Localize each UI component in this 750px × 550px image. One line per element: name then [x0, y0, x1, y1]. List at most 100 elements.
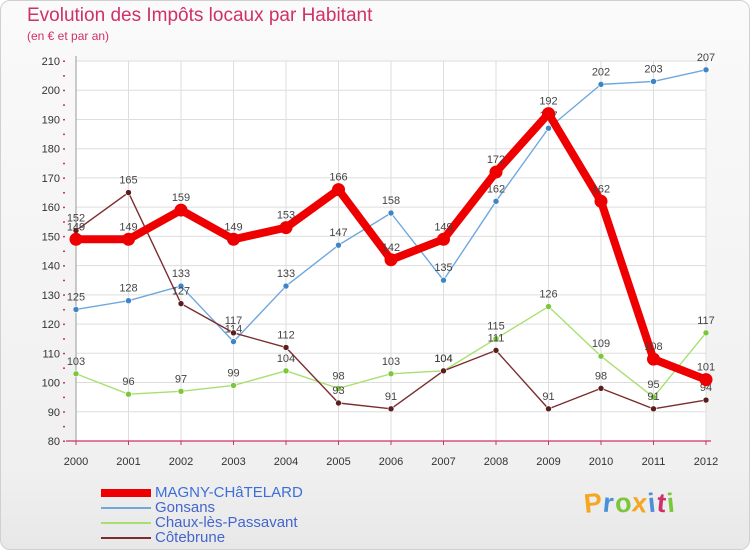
- y-minor-tick: [63, 411, 65, 413]
- data-label: 104: [277, 353, 295, 365]
- data-point: [702, 329, 710, 337]
- legend-entry: MAGNY-CHâTELARD: [101, 484, 303, 501]
- data-point: [702, 66, 710, 74]
- y-tick-label: 170: [42, 173, 60, 185]
- legend-label: Chaux-lès-Passavant: [155, 514, 298, 531]
- legend-swatch: [101, 488, 151, 497]
- data-label: 207: [697, 52, 715, 64]
- data-label: 202: [592, 66, 610, 78]
- data-label: 111: [488, 332, 505, 344]
- data-point: [282, 344, 290, 351]
- data-label: 135: [434, 262, 452, 274]
- data-point: [542, 107, 555, 121]
- data-label: 99: [227, 367, 239, 379]
- data-point: [387, 209, 395, 217]
- y-minor-tick: [63, 192, 65, 194]
- data-label: 158: [382, 195, 400, 207]
- data-point: [545, 124, 552, 132]
- data-label: 98: [332, 370, 344, 382]
- data-label: 149: [119, 221, 137, 233]
- data-point: [125, 189, 132, 196]
- data-point: [335, 241, 342, 249]
- y-minor-tick: [63, 265, 65, 267]
- data-point: [177, 300, 185, 307]
- data-label: 192: [539, 96, 557, 108]
- data-label: 133: [277, 268, 295, 280]
- data-label: 159: [172, 192, 190, 204]
- data-label: 147: [329, 227, 347, 239]
- data-label: 91: [647, 391, 659, 403]
- data-point: [492, 198, 500, 205]
- y-minor-tick: [63, 440, 65, 442]
- data-label: 97: [175, 373, 187, 385]
- logo-letter: i: [664, 487, 677, 519]
- data-label: 149: [224, 221, 242, 233]
- y-minor-tick: [63, 148, 65, 150]
- y-minor-tick: [63, 133, 65, 136]
- data-point: [332, 183, 345, 197]
- data-label: 127: [172, 286, 190, 298]
- data-label: 126: [539, 289, 557, 301]
- data-label: 162: [592, 183, 610, 195]
- data-point: [387, 370, 395, 378]
- data-label: 103: [382, 356, 400, 368]
- y-tick-label: 110: [42, 348, 60, 360]
- y-tick-label: 100: [42, 378, 60, 390]
- legend-label: Côtebrune: [155, 529, 226, 546]
- data-label: 153: [277, 210, 295, 222]
- data-point: [279, 221, 293, 235]
- data-label: 166: [329, 172, 347, 184]
- data-label: 112: [277, 329, 295, 341]
- data-label: 172: [487, 154, 505, 166]
- y-minor-tick: [63, 250, 65, 252]
- x-tick-label: 2003: [221, 456, 245, 468]
- data-point: [545, 405, 552, 413]
- data-label: 109: [592, 338, 610, 350]
- legend-swatch: [101, 506, 151, 509]
- data-label: 152: [67, 213, 85, 225]
- data-label: 108: [644, 341, 662, 353]
- x-tick-label: 2008: [484, 456, 508, 468]
- data-point: [335, 399, 342, 407]
- y-minor-tick: [63, 221, 65, 223]
- x-tick-label: 2005: [326, 456, 350, 468]
- data-label: 104: [434, 353, 452, 365]
- data-point: [72, 370, 80, 378]
- y-minor-tick: [63, 294, 65, 296]
- y-minor-tick: [63, 425, 65, 428]
- data-point: [440, 367, 447, 375]
- legend-entry: Côtebrune: [101, 529, 303, 546]
- y-minor-tick: [63, 235, 65, 238]
- data-point: [122, 232, 135, 246]
- data-label: 125: [67, 291, 85, 303]
- chart-subtitle: (en € et par an): [27, 29, 110, 43]
- data-point: [492, 347, 500, 354]
- x-tick-label: 2009: [536, 456, 560, 468]
- data-point: [437, 232, 450, 246]
- data-label: 117: [225, 315, 243, 327]
- chart-legend: MAGNY-CHâTELARD Gonsans Chaux-lès-Passavan…: [101, 484, 303, 546]
- data-label: 93: [332, 385, 344, 397]
- data-label: 149: [67, 221, 85, 233]
- data-point: [384, 253, 398, 267]
- legend-entry: Gonsans: [101, 499, 303, 516]
- x-tick-label: 2010: [589, 456, 613, 468]
- data-label: 115: [487, 321, 505, 333]
- data-label: 203: [644, 63, 662, 75]
- y-tick-label: 80: [48, 436, 60, 448]
- y-minor-tick: [63, 352, 65, 355]
- y-minor-tick: [63, 308, 65, 311]
- data-point: [387, 405, 395, 413]
- y-tick-label: 190: [42, 114, 60, 126]
- x-tick-label: 2001: [116, 456, 140, 468]
- proxiti-logo: Proxiti: [582, 487, 677, 519]
- y-minor-tick: [63, 75, 65, 77]
- data-point: [650, 78, 657, 85]
- x-tick-label: 2007: [431, 456, 455, 468]
- data-point: [647, 352, 660, 366]
- data-point: [177, 388, 185, 395]
- data-point: [125, 390, 132, 398]
- data-label: 133: [172, 268, 190, 280]
- x-tick-label: 2004: [274, 456, 298, 468]
